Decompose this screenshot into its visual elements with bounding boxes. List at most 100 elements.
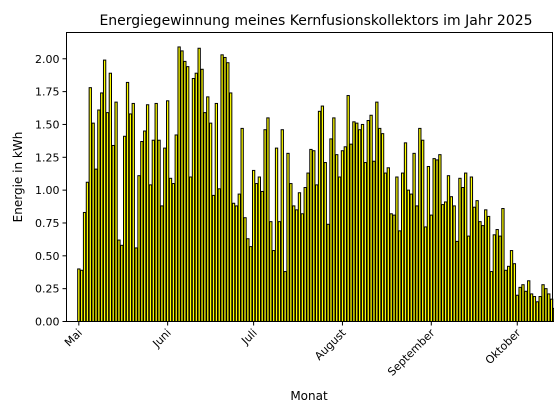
bar — [180, 50, 184, 322]
bar — [114, 101, 118, 323]
bar — [512, 263, 517, 323]
bar — [355, 122, 359, 322]
bar — [484, 209, 488, 322]
bar — [498, 235, 502, 322]
bar — [495, 229, 499, 322]
x-tick-label: September — [385, 326, 438, 379]
bar — [527, 280, 531, 322]
x-axis-label: Monat — [290, 389, 328, 403]
bar — [257, 176, 261, 322]
bar — [260, 190, 264, 322]
bar — [360, 123, 365, 322]
bar — [237, 193, 241, 322]
bar — [186, 66, 190, 323]
bar — [94, 168, 98, 322]
bar — [343, 146, 347, 322]
bar — [294, 209, 299, 322]
bar — [337, 176, 342, 322]
bar — [303, 187, 307, 322]
bar — [171, 183, 176, 322]
bar — [489, 271, 494, 322]
bar — [521, 284, 525, 322]
bar — [300, 213, 304, 322]
bar — [346, 95, 350, 322]
bar — [432, 158, 436, 322]
bar — [375, 101, 379, 323]
bar — [97, 109, 101, 322]
bar — [220, 54, 224, 323]
bar — [392, 214, 396, 323]
chart-title: Energiegewinnung meines Kernfusionskolle… — [99, 13, 532, 29]
bar — [123, 135, 127, 322]
bar — [317, 110, 322, 322]
bar — [443, 201, 448, 323]
bar — [406, 189, 411, 322]
y-axis: 0.00 0.25 0.50 0.75 1.00 1.25 1.50 1.75 2.00 — [35, 53, 67, 329]
y-tick-label: 2.00 — [35, 53, 60, 66]
bar — [421, 139, 425, 322]
bar — [386, 167, 390, 322]
bar — [455, 240, 459, 322]
bar — [323, 162, 327, 322]
bar — [249, 246, 253, 322]
y-tick-label: 0.00 — [35, 316, 60, 329]
bar — [108, 72, 112, 322]
bar — [472, 206, 476, 323]
bar — [191, 77, 196, 323]
bar — [423, 226, 428, 322]
bar — [312, 150, 316, 322]
bar — [111, 144, 115, 322]
bar — [197, 47, 201, 322]
y-tick-label: 1.50 — [35, 118, 60, 131]
bar — [464, 172, 468, 322]
bar — [102, 59, 107, 323]
bar — [535, 301, 539, 322]
bar — [429, 214, 433, 323]
bar — [140, 141, 144, 322]
bar — [329, 138, 333, 322]
bar — [529, 293, 534, 323]
bar — [315, 184, 319, 322]
bar — [309, 148, 313, 322]
bar — [100, 92, 104, 323]
y-tick-label: 0.50 — [35, 250, 60, 263]
bar — [352, 121, 356, 322]
bar — [117, 239, 121, 322]
bar — [283, 271, 287, 322]
x-tick-label: Juli — [238, 326, 259, 347]
bar — [229, 92, 233, 323]
bar — [194, 72, 198, 322]
x-tick-label: Oktober — [483, 326, 524, 367]
bar — [544, 288, 548, 323]
bar — [143, 130, 147, 322]
bar — [461, 187, 465, 322]
bar — [125, 81, 130, 322]
bar — [358, 129, 362, 322]
bar — [320, 105, 325, 322]
bar — [452, 205, 456, 322]
bar — [254, 183, 259, 322]
bar — [148, 184, 153, 322]
bar — [120, 244, 124, 322]
bar — [400, 172, 405, 322]
bar — [398, 230, 402, 322]
bar — [80, 269, 84, 322]
y-axis-label: Energie in kWh — [11, 132, 25, 223]
bar — [163, 147, 167, 322]
bar — [183, 60, 187, 323]
bar — [243, 217, 247, 322]
bar — [217, 188, 221, 322]
bar — [208, 122, 213, 322]
bar — [426, 165, 431, 322]
bar — [174, 134, 178, 322]
bar — [383, 172, 388, 322]
bar — [366, 120, 370, 323]
bar — [251, 169, 256, 322]
y-tick-label: 1.75 — [35, 86, 60, 99]
bar — [292, 205, 296, 322]
bar — [538, 296, 542, 323]
bar — [441, 204, 445, 322]
bar — [280, 129, 284, 322]
bar — [231, 202, 236, 323]
bar — [137, 175, 141, 322]
